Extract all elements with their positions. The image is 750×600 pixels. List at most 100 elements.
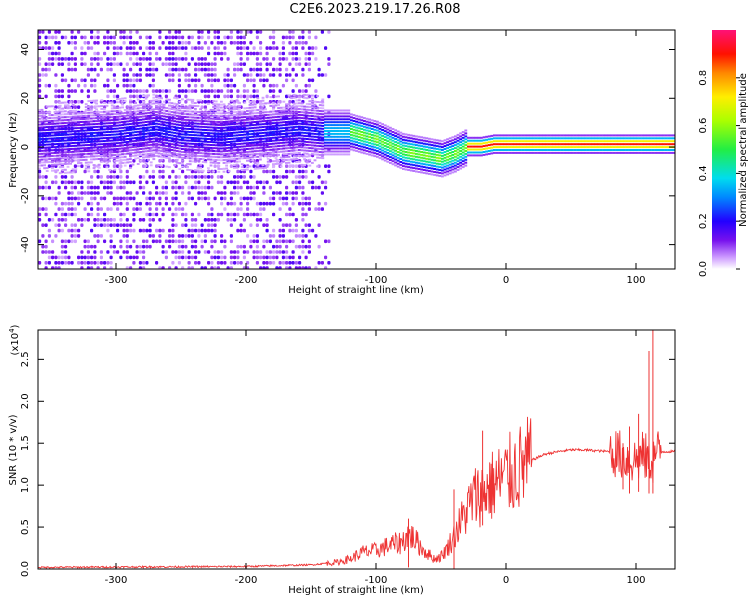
spectrogram-cell xyxy=(173,108,176,111)
spectrogram-cell xyxy=(44,185,48,190)
spectrogram-cell xyxy=(209,108,213,111)
spectrogram-cell xyxy=(233,122,236,125)
spectrogram-cell xyxy=(383,130,387,133)
spectrogram-cell xyxy=(203,239,207,244)
spectrogram-cell xyxy=(422,163,426,166)
spectrogram-cell xyxy=(281,41,285,45)
spectrogram-cell xyxy=(43,123,46,126)
spectrogram-cell xyxy=(56,110,59,113)
spectrogram-cell xyxy=(311,132,314,135)
spectrogram-cell xyxy=(212,158,215,161)
spectrogram-cell xyxy=(212,120,215,123)
spectrogram-cell xyxy=(135,51,139,56)
spectrogram-cell xyxy=(58,172,62,175)
spectrogram-cell xyxy=(126,161,130,164)
spectrogram-cell xyxy=(86,218,90,222)
spectrogram-cell xyxy=(278,191,282,195)
spectrogram-cell xyxy=(381,143,384,146)
spectrogram-cell xyxy=(207,138,210,140)
spectrogram-cell xyxy=(255,89,259,93)
spectrogram-cell xyxy=(308,147,312,150)
spectrogram-cell xyxy=(168,157,171,160)
spectrogram-cell xyxy=(113,162,117,165)
spectrogram-cell xyxy=(213,228,217,233)
spectrogram-cell xyxy=(216,250,220,254)
spectrogram-cell xyxy=(352,137,356,140)
spectrogram-cell xyxy=(313,115,317,118)
spectrogram-cell xyxy=(223,244,227,249)
spectrogram-cell xyxy=(246,185,250,190)
spectrogram-cell xyxy=(144,129,148,132)
spectrogram-cell xyxy=(144,162,148,164)
spectrogram-cell xyxy=(213,234,217,238)
spectrogram-cell xyxy=(105,128,109,131)
spectrogram-cell xyxy=(243,136,247,139)
spectrogram-cell xyxy=(155,201,159,206)
spectrogram-cell xyxy=(90,62,94,66)
spectrogram-cell xyxy=(214,106,218,109)
spectrogram-cell xyxy=(265,266,269,269)
spectrogram-cell xyxy=(272,151,275,154)
spectrogram-cell xyxy=(239,67,243,72)
spectrogram-cell xyxy=(64,212,68,217)
spectrogram-cell xyxy=(64,218,68,222)
spectrogram-cell xyxy=(200,239,204,244)
spectrogram-cell xyxy=(123,100,127,103)
spectrogram-cell xyxy=(155,137,158,140)
spectrogram-cell xyxy=(246,57,250,61)
spectrogram-cell xyxy=(238,154,241,157)
spectrogram-cell xyxy=(93,191,97,195)
spectrogram-cell xyxy=(125,201,129,206)
spectrogram-cell xyxy=(64,119,67,122)
spectrogram-cell xyxy=(313,118,317,121)
spectrogram-cell xyxy=(56,145,59,148)
spectrogram-cell xyxy=(134,151,137,154)
spectrogram-cell xyxy=(77,218,81,222)
spectrogram-cell xyxy=(399,158,403,160)
spectrogram-cell xyxy=(305,155,309,158)
spectrogram-cell xyxy=(285,153,288,156)
spectrogram-cell xyxy=(363,146,366,149)
spectrogram-cell xyxy=(155,67,159,72)
spectrogram-cell xyxy=(222,103,226,106)
spectrogram-cell xyxy=(317,223,321,227)
spectrogram-cell xyxy=(251,112,254,115)
spectrogram-cell xyxy=(95,137,98,140)
spectrogram-cell xyxy=(417,138,421,141)
spectrogram-cell xyxy=(100,151,104,154)
spectrogram-cell xyxy=(113,121,117,124)
spectrogram-cell xyxy=(386,143,390,146)
spectrogram-cell xyxy=(301,73,305,77)
spectrogram-cell xyxy=(326,121,330,124)
spectrogram-cell xyxy=(147,117,150,120)
spectrogram-cell xyxy=(246,133,249,136)
spectrogram-cell xyxy=(347,115,351,118)
spectrogram-cell xyxy=(161,62,165,66)
spectrogram-cell xyxy=(181,156,184,159)
spectrogram-cell xyxy=(43,143,46,146)
spectrogram-cell xyxy=(44,196,48,201)
spectrogram-cell xyxy=(274,145,278,148)
spectrogram-cell xyxy=(181,46,185,50)
spectrogram-cell xyxy=(173,114,176,117)
spectrogram-cell xyxy=(200,228,204,233)
spectrogram-cell xyxy=(285,159,288,161)
spectrogram-cell xyxy=(417,156,421,159)
spectrogram-cell xyxy=(116,124,119,127)
spectrogram-cell xyxy=(190,35,194,40)
spectrogram-cell xyxy=(255,234,259,238)
spectrogram-cell xyxy=(252,212,256,217)
spectrogram-cell xyxy=(119,212,123,217)
spectrogram-cell xyxy=(217,115,221,118)
spectrogram-cell xyxy=(300,155,304,158)
spectrogram-cell xyxy=(58,125,62,128)
spectrogram-cell xyxy=(274,124,278,127)
spectrogram-cell xyxy=(324,144,327,147)
spectrogram-cell xyxy=(288,51,292,56)
spectrogram-cell xyxy=(242,196,246,201)
spectrogram-cell xyxy=(87,152,91,155)
spectrogram-cell xyxy=(292,143,296,146)
spectrogram-cell xyxy=(225,150,228,152)
spectrogram-cell xyxy=(256,138,260,141)
spectrogram-cell xyxy=(213,89,217,93)
